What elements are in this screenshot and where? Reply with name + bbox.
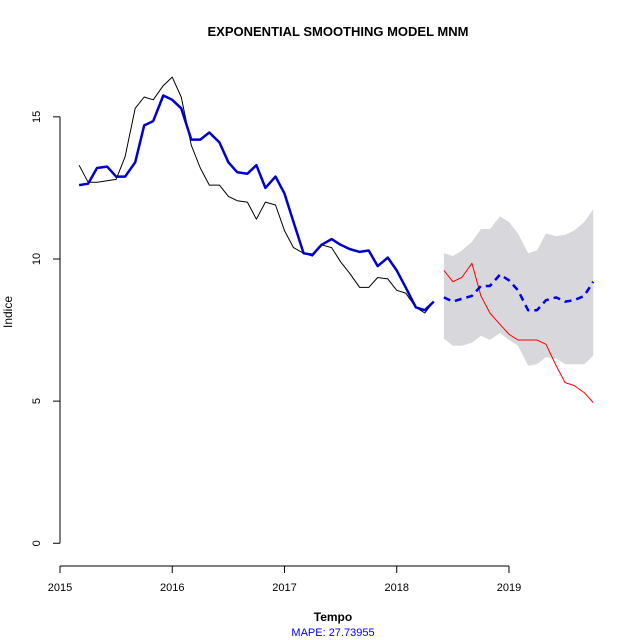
plot-area xyxy=(78,76,595,403)
x-tick-label: 2019 xyxy=(497,582,521,594)
x-axis: 2015 2016 2017 2018 2019 xyxy=(48,566,521,594)
y-tick-label: 15 xyxy=(31,111,43,123)
actual-future-series-line xyxy=(443,262,594,403)
fitted-series-line xyxy=(78,94,435,312)
y-tick-label: 5 xyxy=(31,398,43,404)
y-tick-label: 0 xyxy=(31,540,43,546)
observed-series-line xyxy=(78,76,435,314)
x-tick-label: 2018 xyxy=(384,582,408,594)
x-tick-label: 2017 xyxy=(272,582,296,594)
x-tick-label: 2016 xyxy=(160,582,184,594)
forecast-series-line xyxy=(443,273,595,312)
y-axis-label: Indice xyxy=(1,296,15,328)
chart-title: EXPONENTIAL SMOOTHING MODEL MNM xyxy=(208,24,469,39)
y-tick-label: 10 xyxy=(31,253,43,265)
mape-readout: MAPE: 27.73955 xyxy=(291,627,374,639)
x-tick-label: 2015 xyxy=(48,582,72,594)
prediction-interval-band xyxy=(443,209,594,366)
x-axis-label: Tempo xyxy=(314,610,352,624)
y-axis: 0 5 10 15 xyxy=(31,111,60,546)
